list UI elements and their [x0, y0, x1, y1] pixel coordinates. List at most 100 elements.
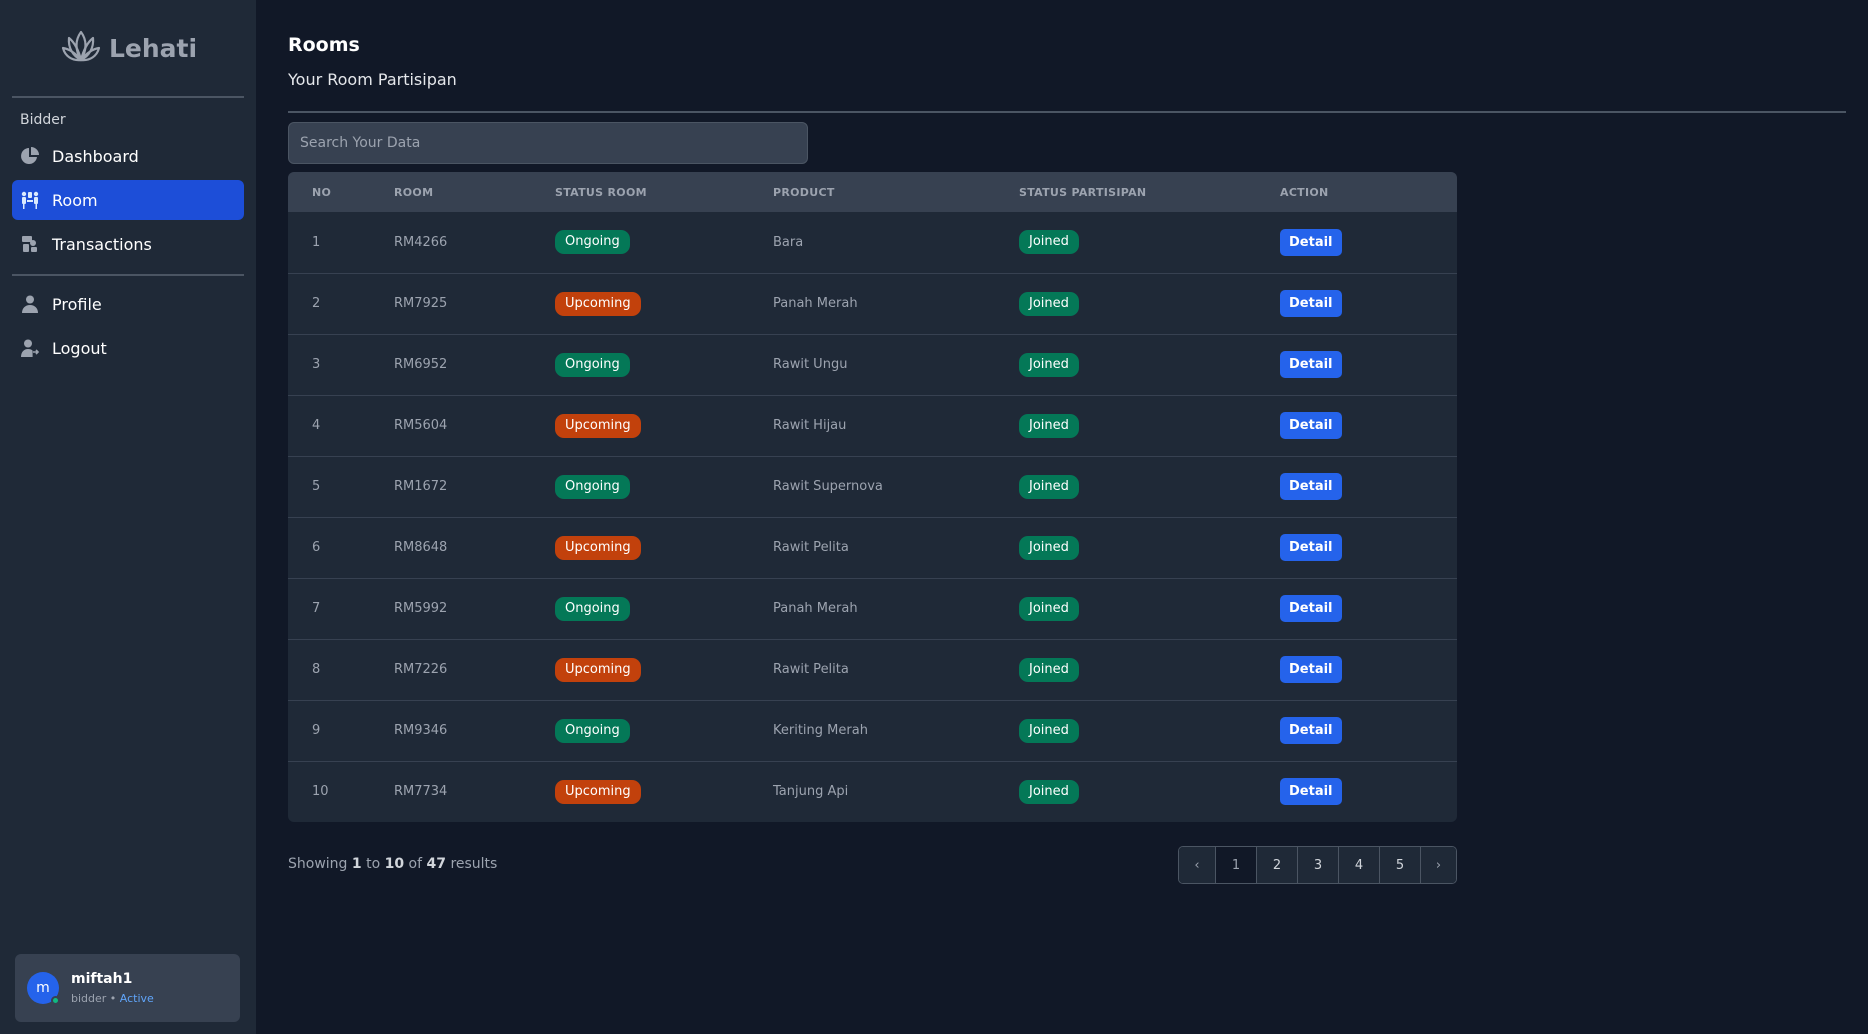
cell-no: 8 — [312, 662, 321, 677]
table-row: 2 RM7925 Upcoming Panah Merah Joined Detail — [288, 273, 1457, 334]
sidebar-item-logout[interactable]: Logout — [12, 328, 244, 368]
detail-button[interactable]: Detail — [1280, 595, 1342, 622]
detail-button[interactable]: Detail — [1280, 473, 1342, 500]
cell-product: Panah Merah — [773, 601, 858, 616]
detail-button[interactable]: Detail — [1280, 290, 1342, 317]
cell-room: RM1672 — [394, 479, 448, 494]
cell-no: 9 — [312, 723, 321, 738]
cell-status-partisipan: Joined — [1019, 761, 1280, 822]
column-header-status-room: STATUS ROOM — [555, 185, 647, 199]
room-users-icon — [20, 190, 40, 210]
column-header-status-partisipan: STATUS PARTISIPAN — [1019, 185, 1147, 199]
status-partisipan-badge: Joined — [1019, 535, 1079, 560]
search-input[interactable] — [288, 122, 808, 164]
cell-status-room: Upcoming — [555, 761, 773, 822]
cell-room: RM7925 — [394, 296, 448, 311]
detail-button[interactable]: Detail — [1280, 717, 1342, 744]
sidebar-item-profile[interactable]: Profile — [12, 284, 244, 324]
cell-room: RM8648 — [394, 540, 448, 555]
detail-button[interactable]: Detail — [1280, 534, 1342, 561]
status-partisipan-badge: Joined — [1019, 230, 1079, 255]
online-status-dot — [51, 996, 60, 1005]
results-suffix: results — [450, 856, 498, 872]
pagination-page-5[interactable]: 5 — [1379, 847, 1420, 883]
results-total: 47 — [426, 856, 446, 872]
cell-no: 2 — [312, 296, 321, 311]
sidebar-item-label: Logout — [52, 338, 107, 358]
detail-button[interactable]: Detail — [1280, 778, 1342, 806]
pagination-page-1[interactable]: 1 — [1215, 847, 1256, 883]
cell-action: Detail — [1280, 578, 1457, 639]
user-role: bidder — [71, 992, 107, 1005]
status-partisipan-badge: Joined — [1019, 718, 1079, 743]
user-card[interactable]: m miftah1 bidder • Active — [15, 954, 240, 1022]
detail-button[interactable]: Detail — [1280, 351, 1342, 378]
cell-room: RM7734 — [394, 784, 448, 800]
status-room-badge: Upcoming — [555, 291, 641, 316]
status-partisipan-badge: Joined — [1019, 596, 1079, 621]
cell-status-room: Upcoming — [555, 517, 773, 578]
user-name: miftah1 — [71, 971, 133, 987]
column-header-no: NO — [312, 185, 332, 199]
detail-button[interactable]: Detail — [1280, 656, 1342, 683]
sidebar-divider — [12, 96, 244, 98]
rooms-table: NO ROOM STATUS ROOM PRODUCT STATUS PARTI… — [288, 172, 1457, 822]
cell-room: RM5992 — [394, 601, 448, 616]
cell-room: RM6952 — [394, 357, 448, 372]
chevron-right-icon: › — [1435, 857, 1442, 873]
cell-room: RM7226 — [394, 662, 448, 677]
cell-product: Rawit Hijau — [773, 418, 847, 433]
cell-action: Detail — [1280, 700, 1457, 761]
cell-no: 3 — [312, 357, 321, 372]
pagination-page-2[interactable]: 2 — [1256, 847, 1297, 883]
status-room-badge: Ongoing — [555, 718, 630, 743]
pagination-prev-button[interactable]: ‹ — [1179, 847, 1215, 883]
cell-room: RM9346 — [394, 723, 448, 738]
sidebar-item-transactions[interactable]: Transactions — [12, 224, 244, 264]
sidebar-item-label: Transactions — [52, 234, 152, 254]
sidebar-item-label: Dashboard — [52, 146, 139, 166]
sidebar: Lehati Bidder Dashboard Room Transaction… — [0, 0, 256, 1034]
cell-status-room: Upcoming — [555, 639, 773, 700]
detail-button[interactable]: Detail — [1280, 412, 1342, 439]
column-header-room: ROOM — [394, 185, 434, 199]
pagination-page-3[interactable]: 3 — [1297, 847, 1338, 883]
cell-action: Detail — [1280, 639, 1457, 700]
cell-status-room: Ongoing — [555, 212, 773, 273]
pagination-next-button[interactable]: › — [1420, 847, 1456, 883]
results-summary: Showing 1 to 10 of 47 results — [288, 856, 497, 872]
pie-chart-icon — [20, 146, 40, 166]
status-partisipan-badge: Joined — [1019, 352, 1079, 377]
status-partisipan-badge: Joined — [1019, 657, 1079, 682]
status-partisipan-badge: Joined — [1019, 779, 1079, 804]
sidebar-item-room[interactable]: Room — [12, 180, 244, 220]
results-to: 10 — [384, 856, 405, 872]
cell-status-room: Ongoing — [555, 456, 773, 517]
cell-room: RM4266 — [394, 234, 448, 250]
user-meta-separator: • — [109, 992, 117, 1005]
table-row: 9 RM9346 Ongoing Keriting Merah Joined Detail — [288, 700, 1457, 761]
status-room-badge: Upcoming — [555, 657, 641, 682]
cell-no: 5 — [312, 479, 321, 494]
detail-button[interactable]: Detail — [1280, 228, 1342, 256]
cell-product: Panah Merah — [773, 296, 858, 311]
cell-action: Detail — [1280, 334, 1457, 395]
sidebar-item-dashboard[interactable]: Dashboard — [12, 136, 244, 176]
lotus-logo-icon — [59, 24, 103, 72]
table-row: 1 RM4266 Ongoing Bara Joined Detail — [288, 212, 1457, 273]
cell-product: Bara — [773, 234, 804, 250]
sidebar-item-label: Profile — [52, 294, 102, 314]
results-to-word: to — [366, 856, 381, 872]
status-room-badge: Ongoing — [555, 352, 630, 377]
column-header-action: ACTION — [1280, 185, 1329, 199]
cell-status-room: Ongoing — [555, 700, 773, 761]
table-row: 3 RM6952 Ongoing Rawit Ungu Joined Detail — [288, 334, 1457, 395]
cell-product: Rawit Supernova — [773, 479, 883, 494]
cell-status-partisipan: Joined — [1019, 273, 1280, 334]
pagination-page-4[interactable]: 4 — [1338, 847, 1379, 883]
header-divider — [288, 111, 1846, 113]
cell-status-partisipan: Joined — [1019, 517, 1280, 578]
page-subtitle: Your Room Partisipan — [288, 70, 457, 89]
cell-status-partisipan: Joined — [1019, 334, 1280, 395]
brand[interactable]: Lehati — [0, 0, 256, 96]
